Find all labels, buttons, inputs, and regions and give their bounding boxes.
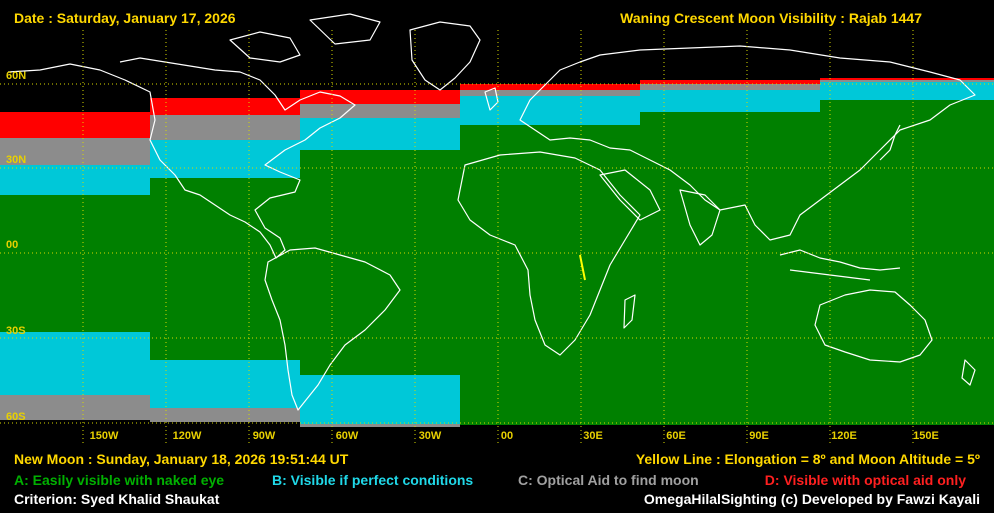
legend-a: A: Easily visible with naked eye [14, 472, 225, 488]
zone-b-band [0, 332, 150, 395]
zone-b-band [640, 90, 820, 112]
coastlines [7, 13, 976, 411]
zone-d-band [150, 98, 300, 115]
zone-c-band [460, 90, 640, 96]
grid-lines [0, 30, 994, 445]
zone-c-band [300, 104, 460, 118]
date-label: Date : Saturday, January 17, 2026 [14, 10, 236, 26]
yellow-line-label: Yellow Line : Elongation = 8º and Moon A… [635, 451, 980, 467]
zone-b-band [150, 140, 300, 178]
legend-b: B: Visible if perfect conditions [272, 472, 474, 488]
zone-d-band [300, 90, 460, 104]
visibility-zones [0, 78, 994, 427]
coast-arabia [599, 169, 661, 221]
lon-label-150w: 150W [89, 430, 119, 442]
lon-label-00: 00 [500, 430, 514, 442]
zone-d-band [0, 112, 150, 138]
new-moon-label: New Moon : Sunday, January 18, 2026 19:5… [14, 451, 349, 467]
coast-arctic-islands [229, 13, 381, 63]
coast-india [679, 189, 721, 246]
lon-label-120w: 120W [172, 430, 202, 442]
map-title: Waning Crescent Moon Visibility : Rajab … [620, 10, 922, 26]
zone-c-band [0, 395, 150, 420]
zone-d-band [460, 84, 640, 90]
zone-b-band [300, 118, 460, 150]
zone-a-band [0, 195, 150, 332]
lon-label-90e: 90E [749, 430, 769, 442]
zone-b-band [300, 375, 460, 424]
lon-label-30e: 30E [583, 430, 603, 442]
coast-africa [457, 151, 641, 356]
zone-b-band [0, 165, 150, 195]
coast-north-america [7, 57, 356, 259]
zone-c-band [640, 84, 820, 90]
lon-label-30w: 30W [418, 430, 442, 442]
zone-c-band [300, 424, 460, 427]
lon-label-60w: 60W [335, 430, 359, 442]
coast-japan [879, 124, 901, 161]
yellow-line-elongation [579, 254, 586, 281]
zone-b-band [820, 82, 994, 100]
zone-a-band [300, 150, 460, 375]
zone-b-band [150, 360, 300, 408]
coast-greenland [409, 21, 481, 91]
coast-eurasia [519, 45, 976, 241]
coast-new-zealand [961, 359, 976, 386]
lon-label-60e: 60E [666, 430, 686, 442]
lon-label-150e: 150E [913, 430, 939, 442]
zone-a-band [460, 125, 640, 425]
lat-label-30s: 30S [6, 325, 26, 337]
lat-label-00: 00 [6, 239, 19, 251]
coast-south-america [264, 247, 401, 411]
criterion-label: Criterion: Syed Khalid Shaukat [14, 491, 220, 507]
credit-label: OmegaHilalSighting (c) Developed by Fawz… [643, 491, 980, 507]
lat-label-60s: 60S [6, 411, 26, 423]
zone-a-band [640, 112, 820, 425]
legend-d: D: Visible with optical aid only [764, 472, 966, 488]
zone-a-band [150, 178, 300, 360]
zone-c-band [150, 115, 300, 140]
lat-label-30n: 30N [6, 154, 27, 166]
zone-d-band [820, 78, 994, 80]
lon-label-120e: 120E [831, 430, 857, 442]
zone-d-band [640, 80, 820, 84]
lon-label-90w: 90W [252, 430, 276, 442]
coast-australia [814, 289, 933, 363]
lat-label-60n: 60N [6, 70, 27, 82]
coast-madagascar [623, 294, 636, 329]
zone-a-band [820, 100, 994, 425]
zone-c-band [150, 408, 300, 422]
zone-c-band [0, 138, 150, 165]
legend-c: C: Optical Aid to find moon [518, 472, 699, 488]
zone-c-band [820, 80, 994, 82]
